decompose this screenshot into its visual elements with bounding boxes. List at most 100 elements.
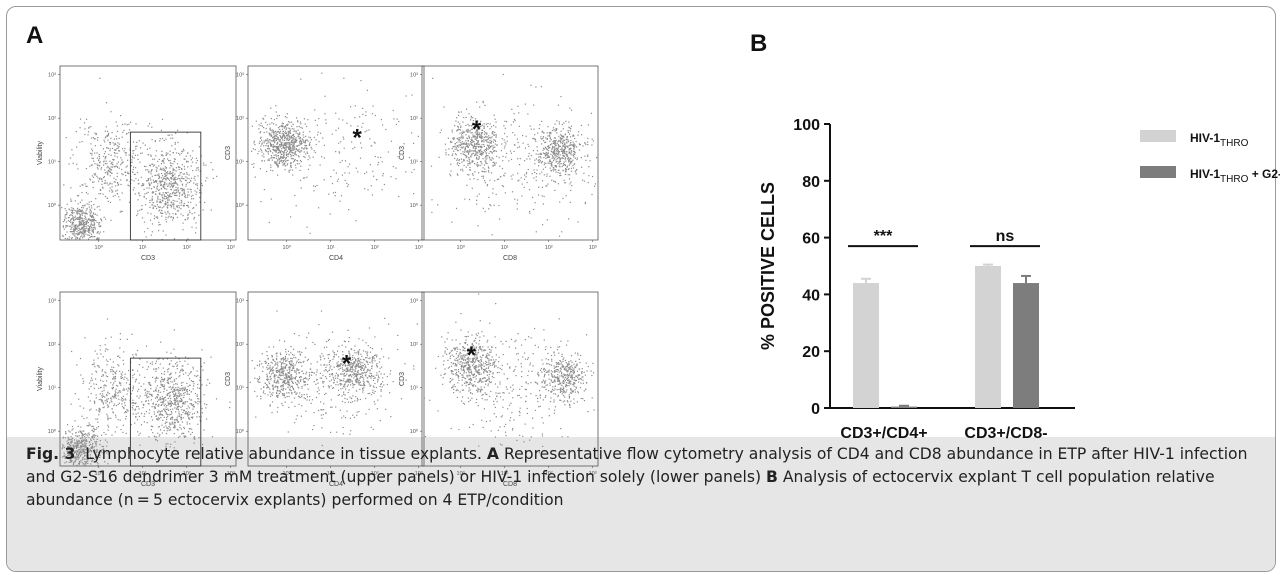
y-tick-label: 10¹ [48,160,56,166]
y-tick-label: 10² [236,116,244,122]
x-tick-label: 10⁰ [283,470,292,477]
legend-swatch [1140,166,1176,178]
y-tick-label: 10² [410,342,418,348]
panel-a-letter: A [26,22,44,49]
scatter-dots [249,310,418,451]
caption-part-b-label: B [766,468,778,486]
x-tick-label: 10³ [227,245,235,251]
x-tick-label: 10¹ [327,245,335,251]
bar [1013,283,1039,408]
y-axis-title: % POSITIVE CELLS [758,182,778,350]
asterisk-marker: * [467,342,477,369]
x-tick-label: 10² [371,471,379,477]
figure-frame [6,6,1276,572]
y-tick-label: 10¹ [48,386,56,392]
plot-axes [247,65,425,241]
x-tick-label: 10⁰ [95,244,104,251]
category-label: CD3+/CD4+ [840,425,927,440]
scatter-dots [423,293,595,458]
x-tick-label: 10² [545,245,553,251]
category-label: CD3+/CD8- [964,425,1047,440]
flow-x-axis-label: CD3 [141,481,155,488]
y-tick-label: 10¹ [410,386,418,392]
y-tick-label: 100 [793,117,820,134]
x-tick-label: 10² [545,471,553,477]
x-tick-label: 10¹ [139,245,147,251]
bar [891,406,917,408]
x-tick-label: 10¹ [139,471,147,477]
x-tick-label: 10¹ [327,471,335,477]
y-tick-label: 10¹ [236,160,244,166]
x-tick-label: 10⁰ [457,470,466,477]
y-tick-label: 60 [802,231,820,248]
scatter-dots [430,73,598,237]
flow-plot: 10³ 10² 10¹ 10⁰ 10⁰ 10¹ 10² 10³ CD3 Viability [37,291,237,488]
y-tick-label: 10³ [48,73,56,79]
flow-y-axis-label: CD3 [399,372,406,386]
legend-swatch [1140,130,1176,142]
x-tick-label: 10³ [589,471,597,477]
plot-axes [247,291,425,467]
y-tick-label: 20 [802,344,820,361]
y-tick-label: 10¹ [236,386,244,392]
x-tick-label: 10³ [589,245,597,251]
caption-part-a-text: Representative flow cytometry analysis o… [26,445,1248,486]
x-tick-label: 10² [371,245,379,251]
flow-y-axis-label: CD3 [225,146,232,160]
y-tick-label: 80 [802,174,820,191]
x-tick-label: 10⁰ [95,470,104,477]
caption-title: Lymphocyte relative abundance in tissue … [85,445,482,463]
flow-y-axis-label: CD3 [399,146,406,160]
y-tick-label: 10² [48,342,56,348]
x-tick-label: 10² [183,245,191,251]
asterisk-marker: * [352,125,362,152]
flow-y-axis-label: Viability [37,367,44,391]
y-tick-label: 10³ [410,73,418,79]
y-tick-label: 10³ [48,299,56,305]
asterisk-marker: * [472,116,482,143]
flow-plot: 10³ 10² 10¹ 10⁰ 10⁰ 10¹ 10² 10³ CD3 Viability [37,65,237,262]
legend-label: HIV-1THRO [1190,131,1249,149]
asterisk-marker: * [342,351,352,378]
flow-plot: 10³ 10² 10¹ 10⁰ 10⁰ 10¹ 10² 10³ CD4 CD3 * [225,291,425,488]
x-tick-label: 10⁰ [283,244,292,251]
flow-x-axis-label: CD8 [503,481,517,488]
y-tick-label: 0 [811,401,820,418]
flow-plot: 10³ 10² 10¹ 10⁰ 10⁰ 10¹ 10² 10³ CD4 CD3 * [225,65,425,262]
x-tick-label: 10³ [415,471,423,477]
scatter-dots [61,77,218,241]
flow-plot: 10³ 10² 10¹ 10⁰ 10⁰ 10¹ 10² 10³ CD8 CD3 * [399,65,599,262]
caption-fig-label: Fig. 3 [26,445,76,463]
caption-part-b-text: Analysis of ectocervix explant T cell po… [26,468,1215,509]
flow-plot: 10³ 10² 10¹ 10⁰ 10⁰ 10¹ 10² 10³ CD8 CD3 * [399,291,599,488]
y-tick-label: 10⁰ [236,428,245,435]
y-tick-label: 10² [236,342,244,348]
scatter-dots [61,318,231,467]
caption-part-a-label: A [486,445,499,463]
bar [975,266,1001,408]
y-tick-label: 10⁰ [236,202,245,209]
y-tick-label: 10² [410,116,418,122]
caption-background [7,437,1275,571]
flow-x-axis-label: CD8 [503,255,517,262]
flow-y-axis-label: CD3 [225,372,232,386]
x-tick-label: 10³ [227,471,235,477]
gate-rectangle [129,131,202,241]
plot-axes [421,291,599,467]
panel-b-letter: B [750,30,768,57]
flow-x-axis-label: CD4 [329,481,343,488]
y-tick-label: 10⁰ [48,428,57,435]
y-tick-label: 10³ [236,73,244,79]
plot-axes [421,65,599,241]
x-tick-label: 10³ [415,245,423,251]
y-tick-label: 10⁰ [410,428,419,435]
significance-label: *** [874,228,893,245]
significance-label: ns [996,228,1015,245]
scatter-dots [251,72,419,234]
flow-x-axis-label: CD4 [329,255,343,262]
legend-label: HIV-1THRO + G2-S16 [1190,167,1280,185]
y-tick-label: 10² [48,116,56,122]
x-tick-label: 10² [183,471,191,477]
y-tick-label: 40 [802,287,820,304]
x-tick-label: 10¹ [501,471,509,477]
